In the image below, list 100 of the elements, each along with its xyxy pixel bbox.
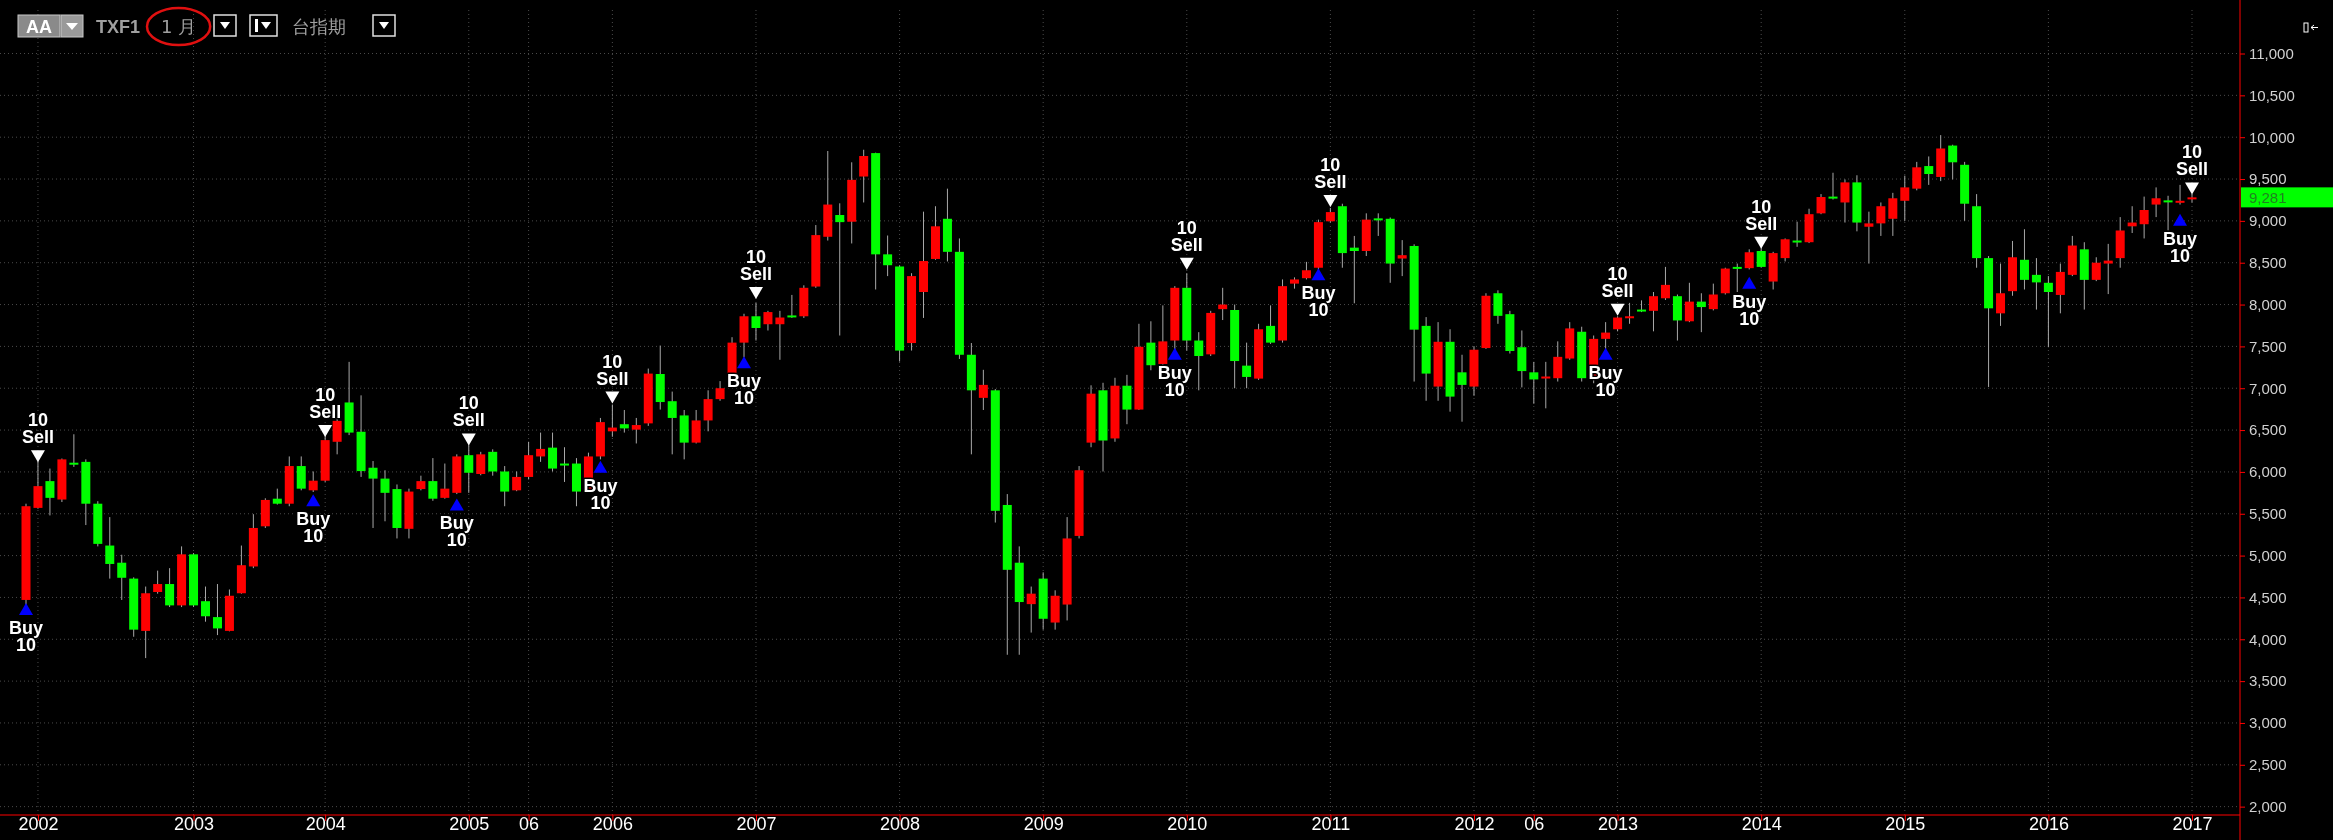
x-tick-label: 2009 [1023, 813, 1064, 834]
text: 10 Sell [739, 247, 772, 284]
candlestick [1529, 361, 1539, 405]
candlestick [1948, 144, 1958, 180]
y-tick-label: 5,000 [2249, 546, 2287, 564]
point [737, 356, 752, 369]
candlestick [1996, 263, 2006, 327]
text: 10 Sell [596, 351, 629, 389]
text: Buy 10 [8, 617, 44, 655]
text: 10 Sell [452, 393, 485, 431]
candlestick [1864, 211, 1874, 265]
candlestick [1266, 304, 1276, 345]
point [2173, 213, 2188, 226]
series-label: Buy 10 [296, 509, 331, 547]
x-tick-label: 2015 [1885, 813, 1926, 834]
candlestick [560, 446, 570, 483]
candlestick [1924, 155, 1934, 186]
candlestick [1732, 263, 1742, 293]
candlestick [1242, 342, 1252, 389]
candlestick [105, 516, 115, 580]
candlestick [1696, 292, 1706, 333]
candlestick [548, 432, 558, 472]
candlestick [1684, 282, 1694, 323]
candlestick [2151, 186, 2161, 218]
y-tick-label: 2,500 [2249, 756, 2287, 774]
text: 10 Sell [21, 410, 54, 448]
x-tick-label: 2006 [592, 813, 633, 834]
text: 10 Sell [1314, 154, 1347, 192]
candlestick [308, 470, 318, 493]
candlestick [2103, 243, 2113, 295]
point [2185, 182, 2199, 195]
x-tick-label: 2014 [1741, 813, 1782, 834]
candlestick [1373, 212, 1383, 237]
series-label: 10 Sell [1170, 217, 1203, 255]
text: 10 Sell [1601, 263, 1634, 301]
y-tick-label: 7,000 [2249, 379, 2287, 397]
candlestick [1397, 239, 1407, 277]
candlestick [380, 469, 390, 522]
candlestick [201, 586, 210, 623]
candlestick [1122, 374, 1132, 425]
annotation: 1 月 [161, 16, 197, 37]
candlestick [440, 463, 450, 500]
candlestick [1900, 175, 1910, 222]
candlestick [1744, 248, 1754, 270]
candlestick [763, 310, 773, 331]
candlestick [69, 433, 79, 468]
y-tick-label: 4,500 [2249, 588, 2287, 606]
candlestick [2091, 256, 2101, 282]
candlestick [1349, 235, 1359, 304]
candlestick [1780, 237, 1790, 262]
x-tick-label: 2003 [174, 813, 215, 834]
candlestick [631, 417, 641, 444]
point [1179, 257, 1194, 270]
y-tick-label: 6,000 [2249, 463, 2287, 481]
y-tick-label: 4,000 [2249, 630, 2287, 648]
point [593, 460, 608, 473]
candlestick [1648, 291, 1658, 332]
x-tick-label: 2005 [449, 813, 490, 834]
y-tick-label: 6,500 [2249, 421, 2287, 439]
candlestick [2175, 184, 2185, 206]
x-tick-label: 2012 [1454, 813, 1495, 834]
point [748, 287, 763, 299]
point [1754, 236, 1769, 249]
y-tick-label: 8,500 [2249, 254, 2287, 272]
point [461, 433, 476, 446]
x-tick-label: 2010 [1167, 813, 1208, 834]
annotation: 台指期 [292, 16, 346, 37]
y-tick-label: 3,000 [2249, 714, 2287, 732]
candlestick [1493, 289, 1503, 325]
candlestick [2031, 257, 2041, 311]
y-tick-label: 10,000 [2249, 128, 2295, 146]
point [1598, 347, 1613, 360]
candlestick [667, 391, 677, 455]
text: Buy 10 [727, 371, 762, 409]
candlestick [296, 455, 306, 491]
candlestick [428, 457, 438, 502]
candlestick [117, 554, 127, 601]
text: 10 Sell [309, 385, 342, 423]
point [1610, 303, 1625, 316]
candlestick [1457, 354, 1467, 423]
point [1167, 347, 1182, 360]
y-tick-label: 9,000 [2249, 212, 2287, 230]
candlestick [1660, 266, 1670, 301]
y-tick-label: 5,500 [2249, 505, 2287, 523]
x-tick-label: 2013 [1598, 813, 1639, 834]
candlestick [45, 468, 55, 516]
candlestick [775, 310, 785, 361]
text: Buy 10 [1301, 283, 1336, 321]
candlestick [1912, 161, 1922, 191]
annotation: AA [26, 17, 52, 37]
point [1323, 194, 1338, 207]
text: 10 Sell [1745, 196, 1778, 234]
candlestick [1828, 172, 1838, 201]
candlestick [1625, 302, 1635, 325]
candlestick [476, 451, 486, 476]
candlestick [536, 432, 546, 463]
candlestick [978, 369, 988, 411]
candlestick [212, 583, 222, 636]
point [1311, 268, 1326, 281]
y-tick-label: 8,000 [2249, 295, 2287, 313]
